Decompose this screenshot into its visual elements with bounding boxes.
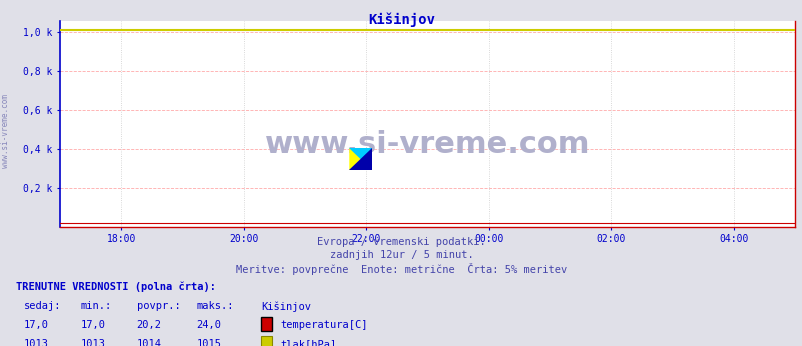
- Text: tlak[hPa]: tlak[hPa]: [280, 339, 336, 346]
- Text: 20,2: 20,2: [136, 320, 161, 330]
- Text: povpr.:: povpr.:: [136, 301, 180, 311]
- Text: min.:: min.:: [80, 301, 111, 311]
- Text: Kišinjov: Kišinjov: [367, 12, 435, 27]
- Text: zadnjih 12ur / 5 minut.: zadnjih 12ur / 5 minut.: [329, 250, 473, 260]
- Text: TRENUTNE VREDNOSTI (polna črta):: TRENUTNE VREDNOSTI (polna črta):: [16, 282, 216, 292]
- Text: Kišinjov: Kišinjov: [261, 301, 310, 311]
- Polygon shape: [349, 148, 371, 170]
- Text: 24,0: 24,0: [196, 320, 221, 330]
- Text: 1013: 1013: [24, 339, 49, 346]
- Text: Meritve: povprečne  Enote: metrične  Črta: 5% meritev: Meritve: povprečne Enote: metrične Črta:…: [236, 263, 566, 275]
- Polygon shape: [349, 148, 371, 170]
- Text: 17,0: 17,0: [80, 320, 105, 330]
- Text: maks.:: maks.:: [196, 301, 234, 311]
- Text: 1014: 1014: [136, 339, 161, 346]
- Text: www.si-vreme.com: www.si-vreme.com: [265, 130, 589, 159]
- Text: 1015: 1015: [196, 339, 221, 346]
- Text: 17,0: 17,0: [24, 320, 49, 330]
- Polygon shape: [349, 148, 371, 170]
- Text: Evropa / vremenski podatki.: Evropa / vremenski podatki.: [317, 237, 485, 247]
- Text: 1013: 1013: [80, 339, 105, 346]
- Text: www.si-vreme.com: www.si-vreme.com: [1, 94, 10, 169]
- Text: temperatura[C]: temperatura[C]: [280, 320, 367, 330]
- Text: sedaj:: sedaj:: [24, 301, 62, 311]
